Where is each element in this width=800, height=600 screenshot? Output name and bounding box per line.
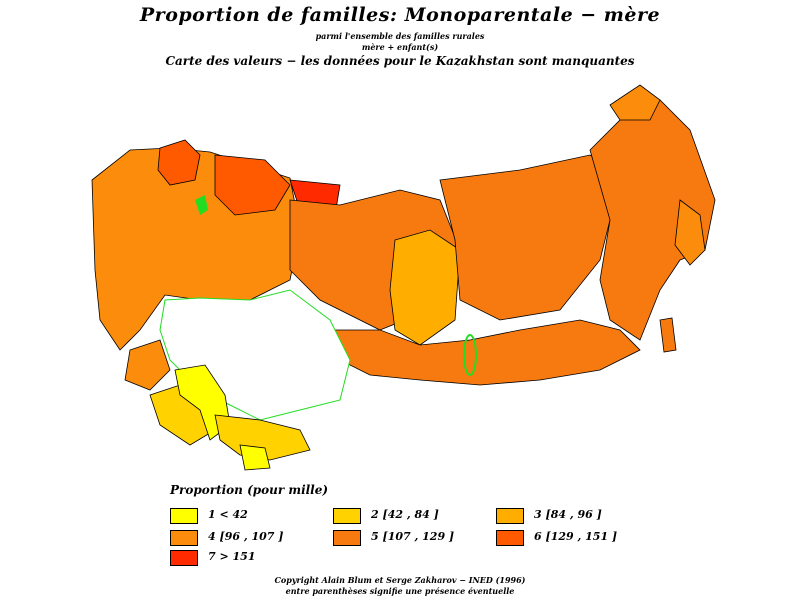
legend-label-3: 3 [84 , 96 ]: [534, 508, 602, 521]
map-subtitle-family-type: mère + enfant(s): [361, 42, 439, 52]
legend-label-1: 1 < 42: [208, 508, 248, 521]
lake-ladoga: [195, 195, 208, 215]
region-arkhangelsk: [214, 154, 291, 216]
legend-swatch-5: [333, 530, 361, 546]
map-title: Proportion de familles: Monoparentale − …: [139, 4, 661, 26]
legend-label-5: 5 [107 , 129 ]: [371, 530, 455, 543]
region-northwest-red: [157, 139, 201, 186]
region-east-siberia: [439, 154, 621, 321]
region-kamchatka: [674, 199, 706, 266]
legend-swatch-7: [170, 550, 198, 566]
legend-swatch-2: [333, 508, 361, 524]
legend-swatch-6: [496, 530, 524, 546]
region-south-yellow: [239, 444, 271, 471]
legend-title: Proportion (pour mille): [170, 483, 329, 497]
legend-label-2: 2 [42 , 84 ]: [371, 508, 439, 521]
legend-label-6: 6 [129 , 151 ]: [534, 530, 618, 543]
legend-swatch-3: [496, 508, 524, 524]
region-south-siberia: [329, 319, 641, 386]
map-subtitle-note: Carte des valeurs − les données pour le …: [165, 54, 635, 68]
legend-label-4: 4 [96 , 107 ]: [208, 530, 284, 543]
lake-baikal: [463, 334, 477, 376]
legend-label-7: 7 > 151: [208, 550, 256, 563]
region-tajik-kyrgyz: [214, 414, 311, 461]
region-caucasus: [124, 339, 171, 391]
legend-swatch-4: [170, 530, 198, 546]
region-sakhalin: [659, 317, 677, 353]
region-chukotka: [609, 84, 661, 121]
region-krasnoyarsk: [389, 229, 461, 346]
footnote-text: entre parenthèses signifie une présence …: [285, 586, 515, 596]
map-subtitle-population: parmi l'ensemble des familles rurales: [315, 31, 485, 41]
copyright-text: Copyright Alain Blum et Serge Zakharov −…: [274, 575, 526, 585]
legend-swatch-1: [170, 508, 198, 524]
